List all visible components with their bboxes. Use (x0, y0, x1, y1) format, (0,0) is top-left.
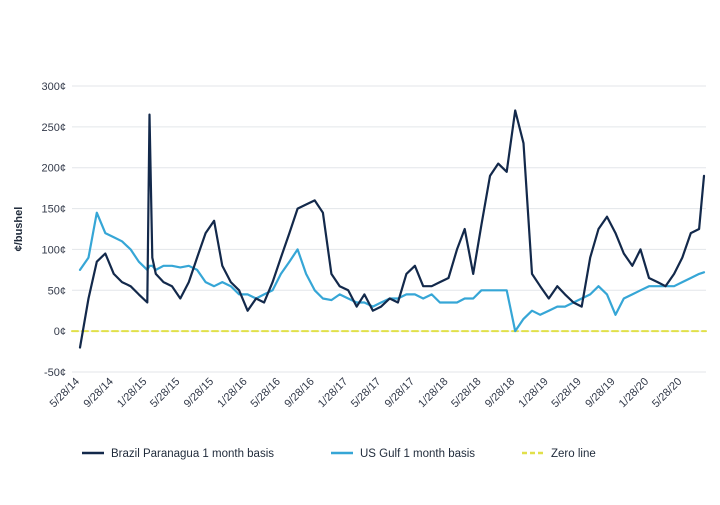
y-tick-label: 100¢ (42, 244, 66, 256)
x-tick-label: 9/28/14 (81, 376, 115, 410)
y-tick-label: 250¢ (42, 122, 66, 134)
y-tick-label: 0¢ (54, 326, 66, 338)
series-line-brazil-paranagua (78, 109, 706, 349)
x-tick-label: 5/28/20 (650, 376, 684, 410)
legend-label: Zero line (551, 448, 596, 460)
y-tick-label: 200¢ (42, 163, 66, 175)
y-tick-labels: -50¢ 0¢ 50¢ 100¢ 150¢ 200¢ 250¢ 300¢ (42, 81, 66, 379)
x-tick-label: 1/28/15 (115, 376, 149, 410)
x-tick-label: 1/28/17 (316, 376, 350, 410)
legend-label: US Gulf 1 month basis (360, 448, 475, 460)
y-axis-title: ¢/bushel (13, 207, 25, 252)
x-tick-label: 5/28/15 (148, 376, 182, 410)
x-tick-label: 5/28/19 (549, 376, 583, 410)
y-tick-label: 50¢ (48, 285, 66, 297)
x-tick-label: 5/28/14 (48, 376, 82, 410)
x-tick-label: 9/28/15 (182, 376, 216, 410)
x-tick-label: 1/28/20 (617, 376, 651, 410)
x-tick-label: 1/28/19 (516, 376, 550, 410)
x-tick-label: 9/28/18 (483, 376, 517, 410)
y-tick-label: 150¢ (42, 204, 66, 216)
x-tick-label: 9/28/19 (583, 376, 617, 410)
x-tick-labels: 5/28/14 9/28/14 1/28/155/28/15 9/28/15 1/28/… (48, 376, 685, 410)
x-tick-label: 9/28/16 (282, 376, 316, 410)
x-tick-label: 5/28/18 (449, 376, 483, 410)
x-tick-label: 5/28/16 (249, 376, 283, 410)
gridlines (72, 85, 706, 373)
x-tick-label: 1/28/16 (215, 376, 249, 410)
x-tick-label: 1/28/18 (416, 376, 450, 410)
y-tick-label: 300¢ (42, 81, 66, 93)
x-tick-label: 9/28/17 (383, 376, 417, 410)
legend-label: Brazil Paranagua 1 month basis (111, 448, 274, 460)
legend: Brazil Paranagua 1 month basis US Gulf 1 … (82, 448, 596, 460)
x-tick-label: 5/28/17 (349, 376, 383, 410)
series-lines (71, 109, 707, 349)
series-line-us-gulf (78, 211, 706, 333)
y-tick-label: -50¢ (44, 367, 66, 379)
